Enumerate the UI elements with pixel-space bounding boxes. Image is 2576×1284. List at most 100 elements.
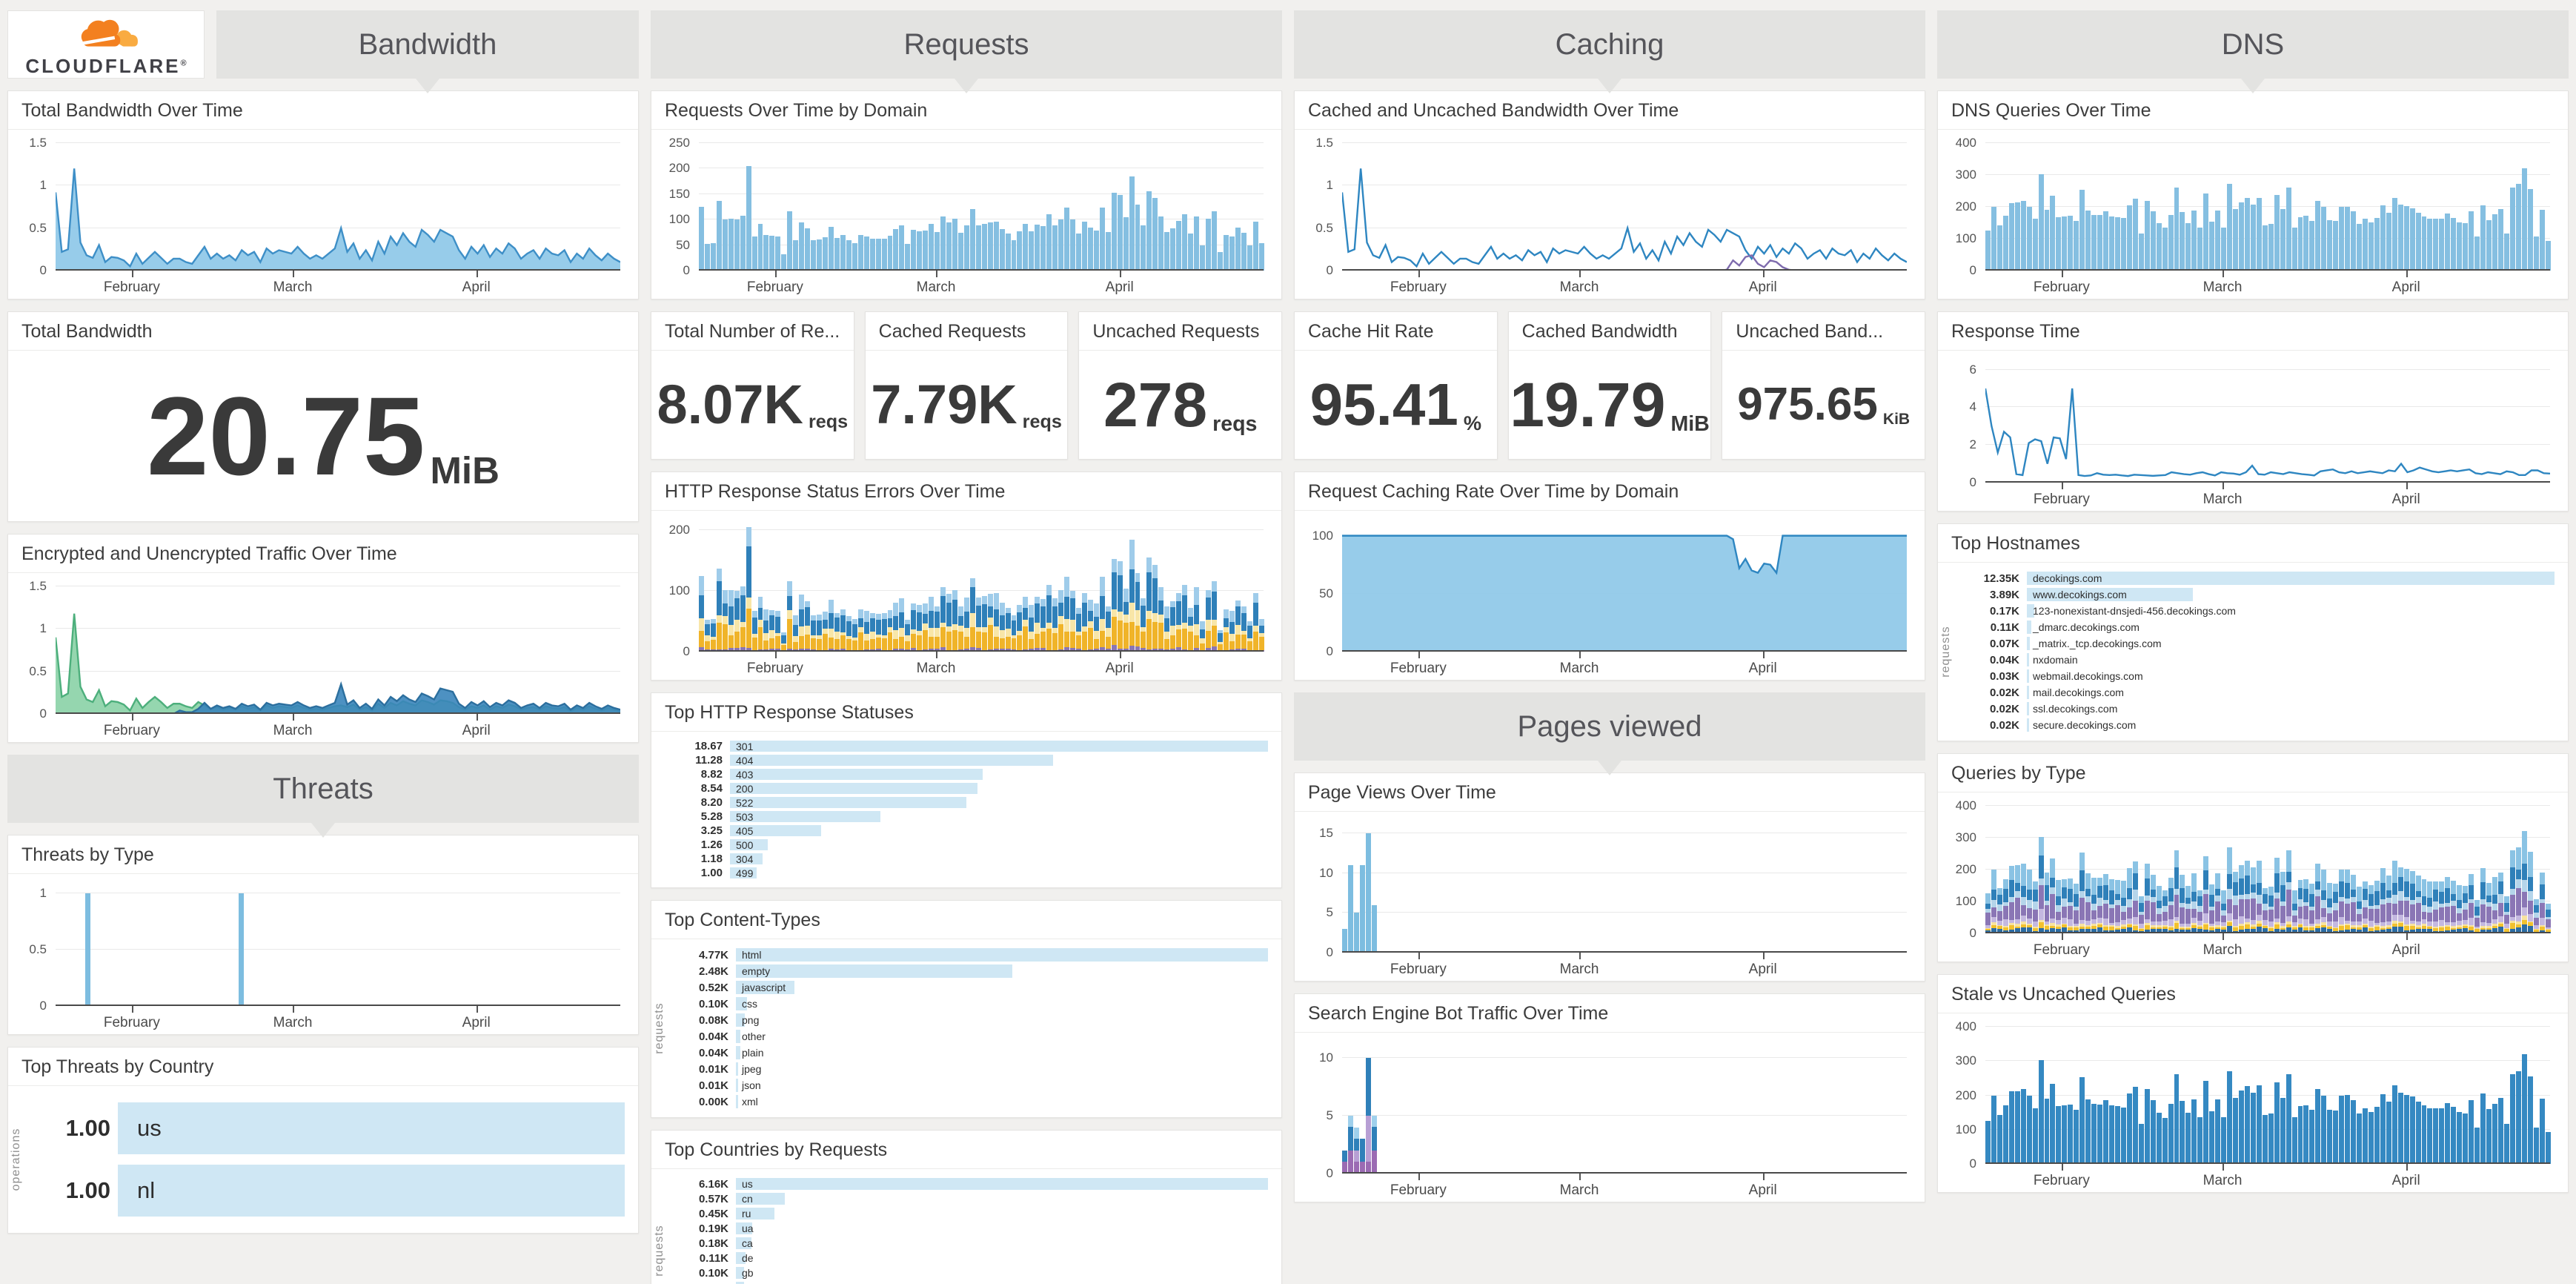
stacked-bar [2545, 806, 2551, 933]
bar-segment [1093, 631, 1099, 640]
bar-segment [740, 595, 746, 622]
bar-segment [2268, 895, 2274, 907]
caching-rate-chart[interactable]: 0 50 100 February March April [1301, 514, 1916, 678]
bar-segment [1135, 610, 1141, 626]
bar [2527, 188, 2533, 271]
bar-segment [2533, 925, 2539, 930]
list-item: 0.00K xml [671, 1093, 1268, 1110]
bar-segment [875, 619, 881, 635]
stacked-bar [1761, 1046, 1766, 1174]
x-axis-line [56, 1005, 620, 1006]
bar-segment [2409, 921, 2415, 924]
bar-segment [2044, 873, 2050, 886]
bar-segment [1353, 1139, 1359, 1151]
bar-segment [2374, 891, 2380, 905]
bar-segment [2463, 903, 2469, 910]
bar-segment [2244, 924, 2250, 930]
bar-segment [1046, 622, 1052, 629]
y-tick-label: 10 [1319, 1050, 1333, 1065]
y-tick-label: 200 [668, 523, 690, 537]
bar-segment [2144, 919, 2150, 923]
stacked-bar [2062, 806, 2068, 933]
response-time-chart[interactable]: 0 2 4 6 February March April [1944, 354, 2559, 509]
bar-segment [2008, 924, 2014, 930]
gridline [1985, 1026, 2550, 1027]
stacked-bar [1572, 1046, 1577, 1174]
bar-segment [2345, 899, 2351, 904]
stat-value: 975.65 [1737, 379, 1878, 430]
bot-traffic-chart[interactable]: 0 5 10 February March April [1301, 1036, 1916, 1200]
top-threats-by-country-list[interactable]: operations 1.00 us 1.00 nl [8, 1086, 638, 1233]
bar [751, 236, 757, 271]
bar-segment [911, 629, 917, 634]
stacked-bar [2368, 806, 2374, 933]
list-item: 0.17K 123-nonexistant-dnsjedi-456.decokin… [1957, 603, 2555, 619]
bar [2114, 1106, 2120, 1164]
bar-segment [2209, 910, 2215, 924]
requests-over-time-chart[interactable]: 0 50 100 150 200 250 February March April [657, 133, 1272, 297]
bar-segment [840, 615, 846, 632]
threats-by-type-chart[interactable]: 0 0.5 1 February March April [14, 877, 629, 1033]
bar-segment [1141, 647, 1146, 652]
top-countries-list[interactable]: requests 6.16K us 0.57K cn 0.45K ru 0.19K ua 0.18… [651, 1169, 1281, 1284]
bar-segment [2333, 910, 2339, 922]
list-item: 0.11K _dmarc.decokings.com [1957, 619, 2555, 635]
bar-segment [2463, 910, 2469, 920]
bar [1194, 216, 1200, 271]
http-errors-chart[interactable]: 0 100 200 February March April [657, 514, 1272, 678]
bar-segment [2527, 926, 2533, 933]
bar-segment [2368, 908, 2374, 921]
bar-segment [1991, 917, 1996, 923]
top-content-types-list[interactable]: requests 4.77K html 2.48K empty 0.52K javascri… [651, 939, 1281, 1117]
panel-top-http-statuses: Top HTTP Response Statuses 18.67 301 11.28… [651, 692, 1282, 888]
bar-segment [2050, 918, 2056, 924]
y-tick-label: 1.5 [29, 579, 47, 593]
list-item-bar [736, 1282, 744, 1284]
bar-segment [2503, 929, 2509, 932]
bar-segment [2114, 893, 2120, 900]
bar-segment [963, 598, 969, 612]
stat-unit: MiB [1670, 412, 1710, 437]
bar-segment [2044, 885, 2050, 901]
queries-by-type-chart[interactable]: 0 100 200 300 400 February March April [1944, 795, 2559, 960]
bar-segment [2180, 928, 2185, 930]
bar [2144, 1088, 2150, 1164]
bar-segment [2185, 927, 2191, 929]
top-hostnames-list[interactable]: requests 12.35K decokings.com 3.89K www.deco… [1938, 563, 2568, 741]
bar-segment [2415, 921, 2421, 926]
bar-segment [875, 634, 881, 638]
bar-segment [1211, 646, 1217, 652]
list-item-label: empty [742, 965, 771, 977]
bar-segment [2333, 927, 2339, 929]
bar-segment [2038, 878, 2044, 885]
bar-segment [2380, 899, 2386, 905]
bar-segment [1194, 587, 1200, 605]
cloudflare-logo[interactable]: CLOUDFLARE® [7, 10, 205, 79]
total-bandwidth-over-time-chart[interactable]: 0 0.5 1 1.5 February March April [14, 133, 629, 297]
stacked-bar [2209, 806, 2215, 933]
bar-segment [740, 646, 746, 652]
bar [1164, 232, 1170, 271]
bar [1252, 221, 1258, 271]
bar-segment [716, 568, 722, 582]
panel-stale-queries: Stale vs Uncached Queries 0 100 200 300 400 F… [1937, 974, 2569, 1193]
stale-queries-chart[interactable]: 0 100 200 300 400 February March April [1944, 1016, 2559, 1191]
stacked-bar [1407, 1046, 1412, 1174]
x-axis-line [1985, 481, 2550, 483]
bar-segment [1223, 632, 1229, 650]
bar-segment [2421, 928, 2427, 933]
stacked-bar [2327, 806, 2333, 933]
bar-segment [2380, 929, 2386, 933]
bar-segment [2439, 904, 2445, 907]
bar-segment [840, 635, 846, 649]
bar [2439, 1108, 2445, 1164]
cached-uncached-bandwidth-chart[interactable]: 0 0.5 1 1.5 February March April [1301, 133, 1916, 297]
encrypted-traffic-chart[interactable]: 0 0.5 1 1.5 February March April [14, 576, 629, 741]
gridline [1985, 805, 2550, 806]
page-views-chart[interactable]: 0 5 10 15 February March April [1301, 815, 1916, 979]
dns-queries-chart[interactable]: 0 100 200 300 400 February March April [1944, 133, 2559, 297]
bar-segment [2480, 922, 2486, 926]
bar [2380, 1093, 2386, 1164]
bar-segment [2274, 893, 2280, 899]
top-http-statuses-list[interactable]: 18.67 301 11.28 404 8.82 403 8.54 200 8.20 522 5.2… [651, 732, 1281, 887]
